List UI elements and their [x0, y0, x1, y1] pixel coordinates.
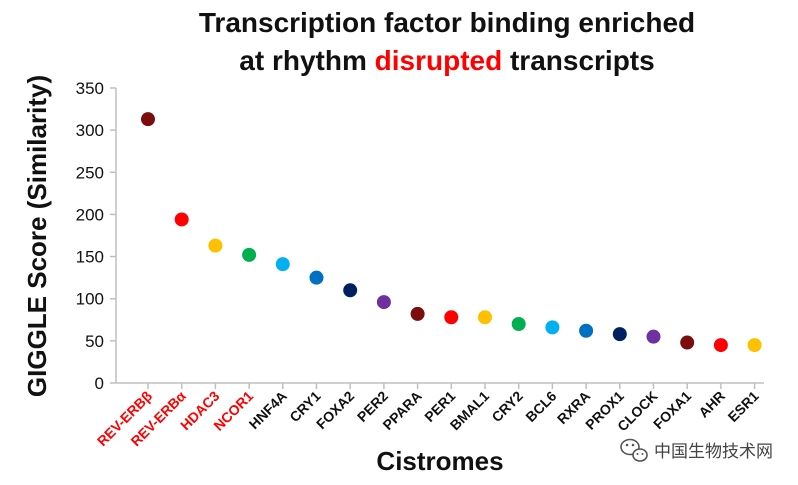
data-point-12 [545, 320, 560, 335]
data-point-3 [242, 247, 257, 262]
y-tick-label: 250 [76, 163, 104, 182]
y-tick-label: 350 [76, 79, 104, 98]
data-point-4 [275, 257, 290, 272]
data-point-6 [343, 283, 358, 298]
data-point-13 [579, 323, 594, 338]
x-category-label-18: ESR1 [725, 388, 762, 425]
watermark-text: 中国生物技术网 [654, 442, 773, 461]
y-tick-label: 50 [85, 332, 104, 351]
data-point-18 [747, 338, 762, 353]
y-tick-label: 0 [95, 374, 104, 393]
y-tick-label: 300 [76, 121, 104, 140]
data-point-8 [410, 306, 425, 321]
y-axis-label: GIGGLE Score (Similarity) [22, 75, 52, 397]
y-tick-label: 100 [76, 290, 104, 309]
data-point-1 [174, 212, 189, 227]
watermark: 中国生物技术网 [620, 438, 773, 462]
x-category-label-11: CRY2 [488, 388, 526, 426]
data-point-2 [208, 238, 223, 253]
chart-title-line-2: at rhythm disrupted transcripts [239, 45, 654, 76]
data-point-15 [646, 329, 661, 344]
x-category-label-4: HNF4A [246, 388, 290, 432]
data-point-10 [478, 310, 492, 325]
data-points [141, 112, 762, 353]
data-point-14 [612, 327, 627, 342]
data-point-9 [444, 310, 459, 325]
title-part-2: disrupted [375, 45, 503, 76]
data-point-17 [713, 338, 728, 353]
data-point-16 [680, 335, 695, 350]
x-category-label-16: FOXA1 [650, 388, 694, 432]
y-tick-label: 150 [76, 248, 104, 267]
title-part-3: transcripts [502, 45, 655, 76]
y-tick-label: 200 [76, 205, 104, 224]
x-category-label-12: BCL6 [522, 388, 559, 425]
title-part-0: Transcription factor binding enriched [199, 7, 695, 38]
wechat-logo-icon [620, 438, 648, 462]
y-axis-ticks: 0 50 100 150 200 250 300 350 [76, 79, 116, 393]
title-part-1: at rhythm [239, 45, 374, 76]
x-axis-category-labels: REV-ERBβREV-ERBαHDAC3NCOR1HNF4ACRY1FOXA2… [94, 383, 762, 449]
data-point-5 [309, 270, 324, 285]
x-category-label-6: FOXA2 [313, 388, 357, 432]
x-category-label-17: AHR [695, 388, 728, 421]
x-axis-label: Cistromes [376, 446, 503, 476]
data-point-7 [376, 295, 391, 310]
data-point-0 [141, 112, 155, 127]
data-point-11 [511, 317, 526, 331]
chart-title-line-1: Transcription factor binding enriched [199, 7, 695, 38]
